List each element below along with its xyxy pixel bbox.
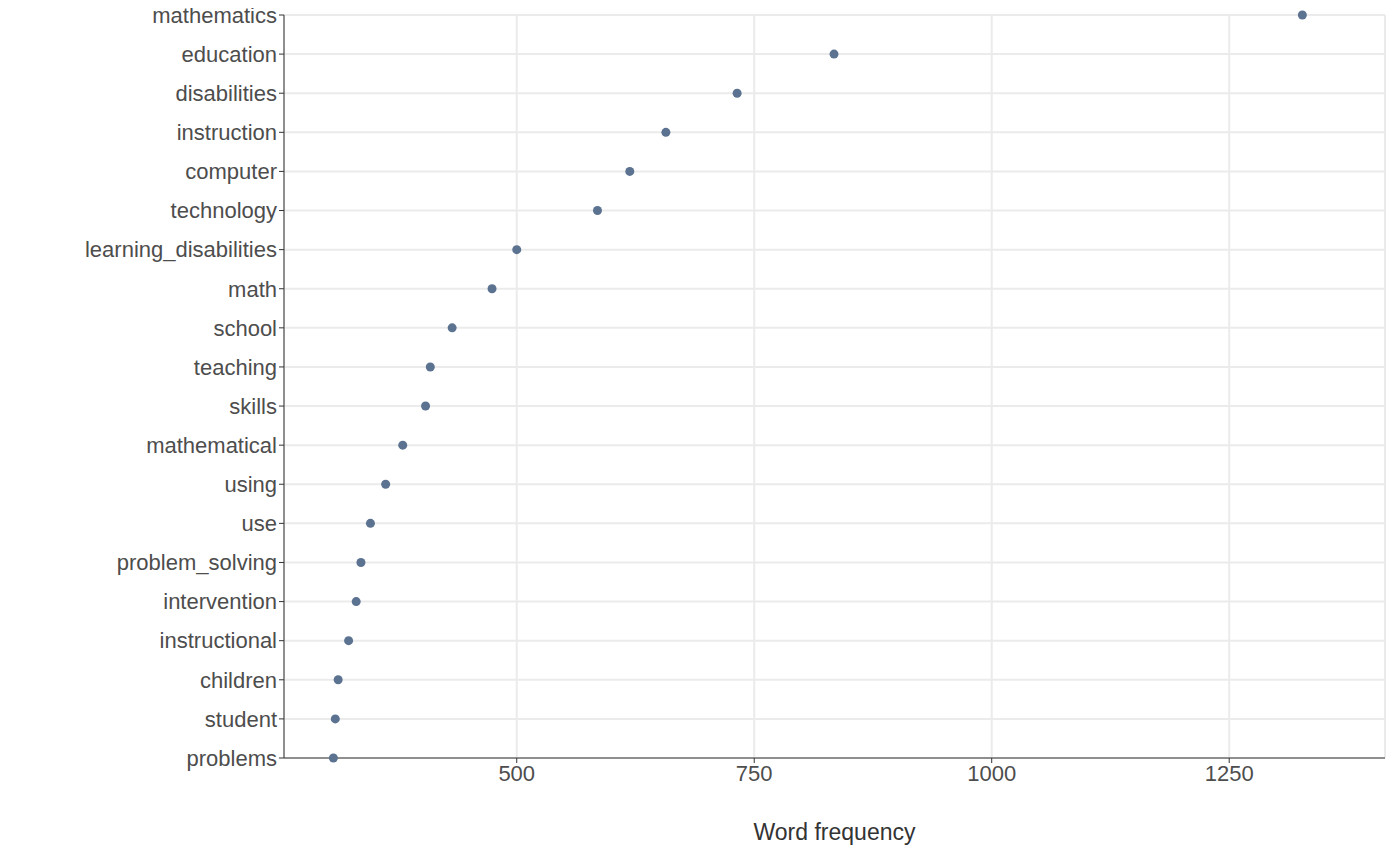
svg-text:computer: computer (185, 159, 277, 184)
svg-text:math: math (228, 277, 277, 302)
svg-text:children: children (200, 668, 277, 693)
svg-text:problem_solving: problem_solving (117, 550, 277, 575)
svg-text:mathematical: mathematical (146, 433, 277, 458)
svg-text:750: 750 (736, 761, 773, 786)
svg-text:mathematics: mathematics (152, 8, 277, 28)
svg-text:skills: skills (229, 394, 277, 419)
svg-text:intervention: intervention (163, 589, 277, 614)
svg-text:1000: 1000 (967, 761, 1016, 786)
svg-text:student: student (205, 707, 277, 732)
svg-text:instructional: instructional (160, 628, 277, 653)
svg-text:use: use (242, 511, 277, 536)
svg-text:instruction: instruction (177, 120, 277, 145)
svg-text:1250: 1250 (1205, 761, 1254, 786)
svg-text:learning_disabilities: learning_disabilities (85, 237, 277, 262)
svg-text:using: using (224, 472, 277, 497)
svg-text:school: school (213, 316, 277, 341)
svg-text:disabilities: disabilities (176, 81, 278, 106)
svg-text:problems: problems (187, 746, 277, 771)
svg-text:Word frequency: Word frequency (754, 819, 916, 845)
svg-text:teaching: teaching (194, 355, 277, 380)
svg-text:technology: technology (171, 198, 277, 223)
svg-text:education: education (182, 42, 277, 67)
svg-text:500: 500 (498, 761, 535, 786)
